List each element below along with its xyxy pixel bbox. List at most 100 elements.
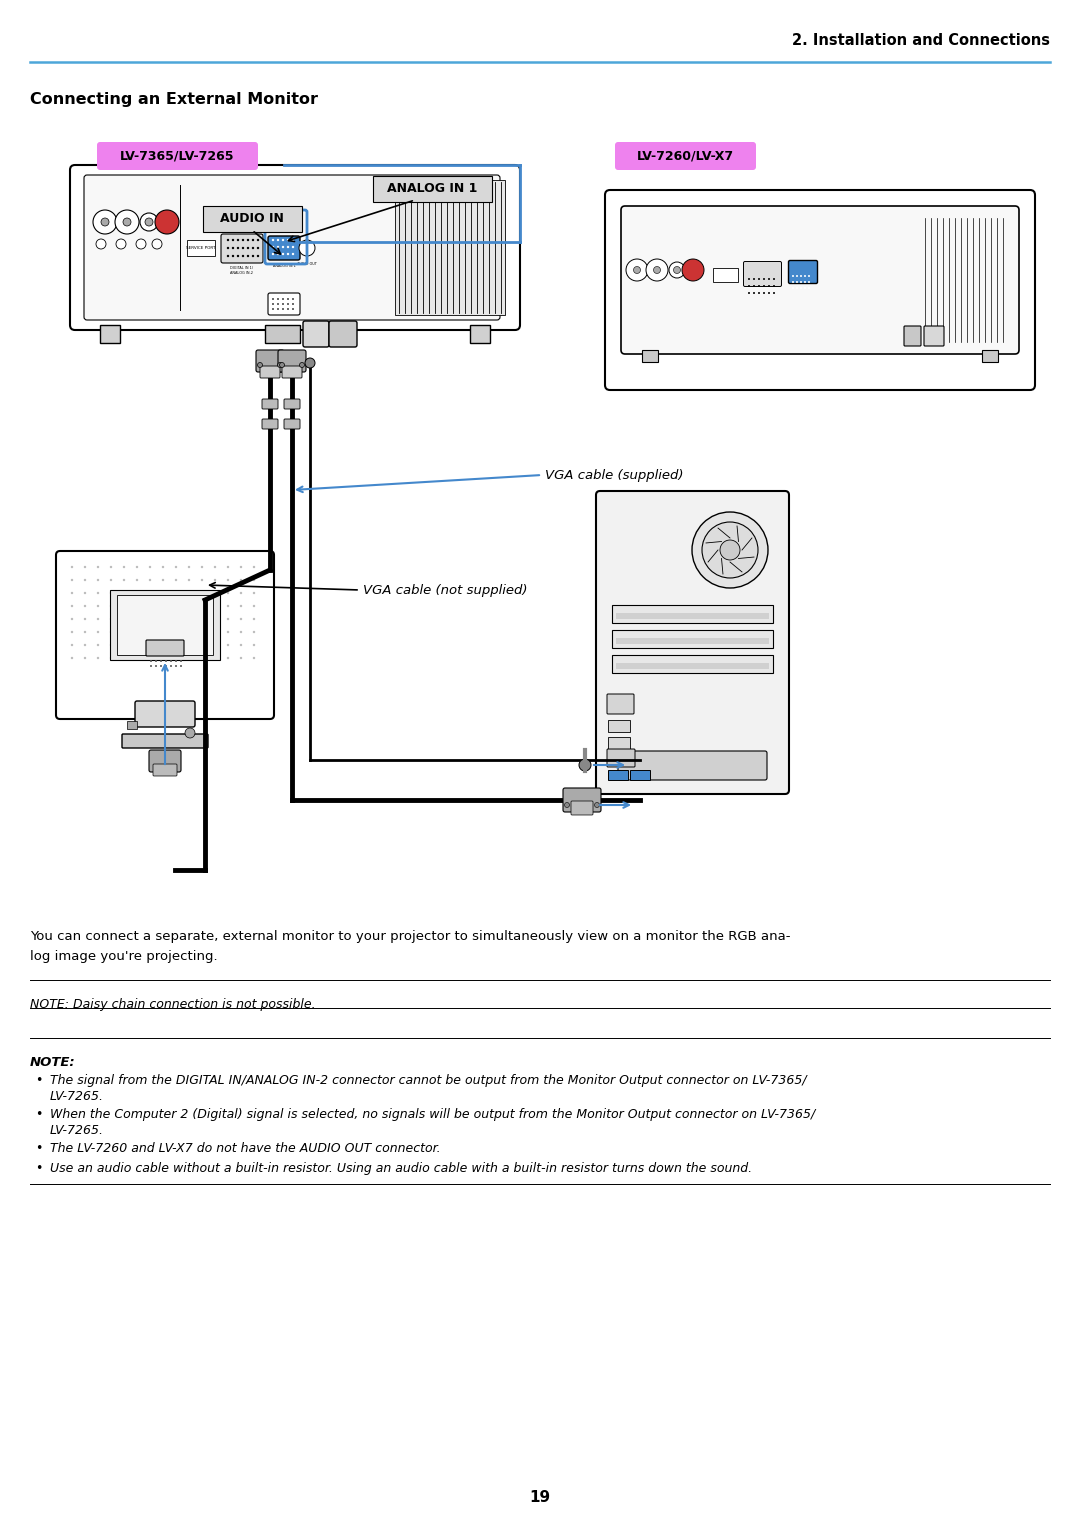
FancyBboxPatch shape [268, 236, 300, 261]
Circle shape [253, 565, 255, 568]
FancyBboxPatch shape [618, 751, 767, 780]
Circle shape [84, 591, 86, 594]
Circle shape [800, 274, 802, 277]
Circle shape [123, 579, 125, 581]
Text: AUDIO IN: AUDIO IN [220, 212, 284, 226]
Circle shape [123, 617, 125, 620]
Bar [470, 325, 490, 343]
Circle shape [114, 210, 139, 235]
Circle shape [292, 253, 294, 255]
Circle shape [237, 247, 239, 250]
Circle shape [71, 617, 73, 620]
Circle shape [165, 664, 167, 668]
Circle shape [180, 664, 183, 668]
Circle shape [227, 255, 229, 258]
Circle shape [299, 363, 305, 367]
Circle shape [123, 565, 125, 568]
Circle shape [84, 617, 86, 620]
Circle shape [257, 239, 259, 241]
Circle shape [227, 579, 229, 581]
Text: 2. Installation and Connections: 2. Installation and Connections [792, 34, 1050, 47]
Circle shape [768, 293, 770, 294]
Text: LV-7265.: LV-7265. [50, 1090, 104, 1103]
Circle shape [136, 617, 138, 620]
Circle shape [720, 539, 740, 559]
Circle shape [97, 579, 99, 581]
FancyBboxPatch shape [221, 235, 264, 264]
Bar [630, 770, 650, 780]
Bar [117, 594, 213, 655]
Circle shape [123, 631, 125, 632]
Circle shape [240, 591, 242, 594]
FancyBboxPatch shape [904, 326, 921, 346]
Circle shape [162, 643, 164, 646]
Circle shape [272, 253, 274, 255]
Circle shape [253, 579, 255, 581]
Circle shape [149, 579, 151, 581]
Circle shape [123, 218, 131, 226]
Circle shape [253, 657, 255, 660]
FancyBboxPatch shape [605, 190, 1035, 390]
Circle shape [110, 605, 112, 607]
Bar [612, 655, 773, 674]
FancyBboxPatch shape [149, 750, 181, 773]
Bar [713, 268, 738, 282]
FancyBboxPatch shape [278, 351, 306, 372]
Circle shape [257, 363, 262, 367]
Circle shape [145, 218, 153, 226]
FancyBboxPatch shape [924, 326, 944, 346]
Bar [608, 738, 630, 748]
Circle shape [227, 617, 229, 620]
Circle shape [282, 303, 284, 305]
Circle shape [276, 299, 279, 300]
Circle shape [188, 605, 190, 607]
Circle shape [136, 579, 138, 581]
Circle shape [214, 565, 216, 568]
Bar [100, 325, 120, 343]
Circle shape [227, 239, 229, 241]
Circle shape [758, 277, 760, 280]
FancyBboxPatch shape [788, 261, 818, 283]
Text: •: • [35, 1074, 42, 1087]
Circle shape [692, 512, 768, 588]
Circle shape [149, 657, 151, 660]
Bar [110, 590, 220, 660]
Circle shape [97, 605, 99, 607]
Circle shape [768, 285, 770, 287]
Circle shape [762, 277, 765, 280]
Circle shape [252, 247, 254, 250]
Circle shape [152, 239, 162, 248]
Text: LV-7260/LV-X7: LV-7260/LV-X7 [637, 149, 734, 163]
FancyBboxPatch shape [135, 701, 195, 727]
Circle shape [808, 280, 810, 283]
FancyBboxPatch shape [268, 293, 300, 315]
Circle shape [253, 631, 255, 632]
Circle shape [175, 660, 177, 661]
FancyBboxPatch shape [329, 322, 357, 347]
Circle shape [150, 660, 152, 661]
Circle shape [278, 363, 283, 367]
Circle shape [792, 274, 794, 277]
FancyBboxPatch shape [84, 175, 500, 320]
Circle shape [247, 247, 249, 250]
FancyBboxPatch shape [615, 142, 756, 171]
Bar [608, 770, 627, 780]
Text: Use an audio cable without a built-in resistor. Using an audio cable with a buil: Use an audio cable without a built-in re… [50, 1161, 752, 1175]
Circle shape [669, 262, 685, 277]
Circle shape [71, 631, 73, 632]
Circle shape [136, 565, 138, 568]
Circle shape [175, 631, 177, 632]
Bar [608, 753, 630, 765]
Circle shape [748, 293, 750, 294]
Text: VGA cable (not supplied): VGA cable (not supplied) [363, 584, 527, 597]
Circle shape [748, 277, 750, 280]
Circle shape [753, 293, 755, 294]
Text: AUDIO OUT: AUDIO OUT [297, 262, 316, 267]
FancyBboxPatch shape [607, 748, 635, 767]
Circle shape [594, 803, 599, 808]
Circle shape [110, 617, 112, 620]
Circle shape [227, 605, 229, 607]
FancyBboxPatch shape [743, 262, 782, 287]
Circle shape [84, 565, 86, 568]
Circle shape [214, 579, 216, 581]
